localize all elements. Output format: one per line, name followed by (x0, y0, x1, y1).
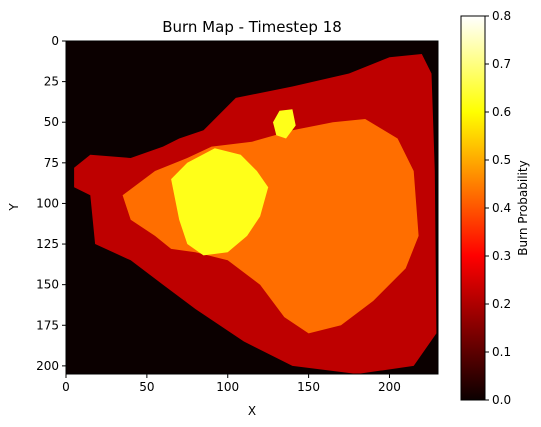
y-tick-label: 50 (44, 115, 59, 129)
y-tick-label: 150 (36, 278, 59, 292)
colorbar-ticks: 0.0 0.1 0.2 0.3 0.4 0.5 0.6 0.7 0.8 (485, 9, 511, 407)
y-tick-label: 100 (36, 196, 59, 210)
colorbar (460, 15, 486, 401)
y-axis-label: Y (7, 203, 21, 212)
colorbar-tick-label: 0.3 (492, 249, 511, 263)
x-axis-label: X (248, 404, 256, 418)
y-tick-label: 75 (44, 156, 59, 170)
y-tick-label: 25 (44, 75, 59, 89)
colorbar-tick-label: 0.2 (492, 297, 511, 311)
heatmap-region-northern-hotspot (273, 109, 296, 139)
x-tick-label: 200 (378, 380, 401, 394)
colorbar-tick-label: 0.1 (492, 345, 511, 359)
chart-title: Burn Map - Timestep 18 (162, 18, 342, 36)
y-axis-ticks: 0 25 50 75 100 125 150 175 200 (36, 34, 66, 373)
x-tick-label: 150 (297, 380, 320, 394)
x-axis-ticks: 0 50 100 150 200 (62, 374, 401, 394)
y-tick-label: 175 (36, 318, 59, 332)
colorbar-tick-label: 0.7 (492, 57, 511, 71)
plot-frame (65, 40, 439, 375)
x-tick-label: 100 (216, 380, 239, 394)
plot-area (66, 41, 438, 374)
y-tick-label: 200 (36, 359, 59, 373)
heatmap-regions (74, 54, 437, 374)
x-tick-label: 0 (62, 380, 70, 394)
y-tick-label: 125 (36, 237, 59, 251)
x-tick-label: 50 (139, 380, 154, 394)
heatmap-region-high-zone (171, 148, 269, 256)
colorbar-tick-label: 0.8 (492, 9, 511, 23)
colorbar-tick-label: 0.4 (492, 201, 511, 215)
colorbar-label: Burn Probability (516, 160, 530, 255)
colorbar-tick-label: 0.6 (492, 105, 511, 119)
colorbar-tick-label: 0.0 (492, 393, 511, 407)
y-tick-label: 0 (51, 34, 59, 48)
colorbar-tick-label: 0.5 (492, 153, 511, 167)
